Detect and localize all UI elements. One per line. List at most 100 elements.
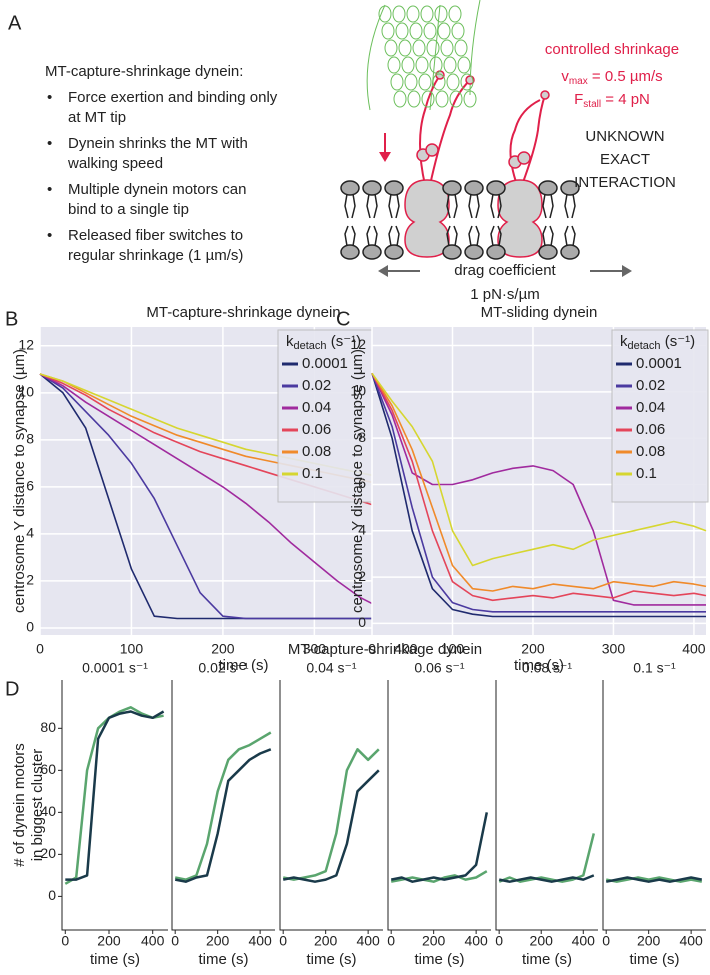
legend-label: 0.02 xyxy=(636,377,665,394)
lipid-head xyxy=(486,180,506,196)
y-tick-label: 0 xyxy=(358,614,366,630)
x-tick-label: 400 xyxy=(248,933,272,949)
y-tick-label: 2 xyxy=(358,568,366,584)
x-axis-label: time (s) xyxy=(199,951,249,968)
axis-line xyxy=(279,680,383,931)
y-tick-label: 10 xyxy=(350,383,366,399)
lipid-head xyxy=(464,180,484,196)
series-line xyxy=(605,876,703,883)
legend-title: kdetach (s⁻¹) xyxy=(620,333,695,352)
axis-line xyxy=(602,680,706,931)
x-tick-label: 0 xyxy=(387,933,395,949)
x-axis-label: time (s) xyxy=(522,951,572,968)
y-tick-label: 8 xyxy=(26,431,34,447)
x-tick-label: 0 xyxy=(279,933,287,949)
tubulin xyxy=(440,39,454,57)
legend-label: 0.04 xyxy=(636,399,665,416)
x-tick-label: 400 xyxy=(394,641,418,657)
text: = 4 pN xyxy=(601,91,650,108)
series-line xyxy=(371,372,706,606)
tubulin xyxy=(449,90,463,108)
lipid-tail xyxy=(344,193,356,247)
tubulin xyxy=(418,73,432,91)
x-tick-label: 200 xyxy=(206,933,230,949)
x-tick-label: 400 xyxy=(572,933,596,949)
lipid-head xyxy=(340,180,360,196)
y-tick-label: 8 xyxy=(358,429,366,445)
lipid-head xyxy=(464,244,484,260)
y-axis-label: centrosome Y distance to synapse (µm) xyxy=(11,349,28,613)
tubulin xyxy=(429,56,443,74)
tubulin xyxy=(398,39,412,57)
series-line xyxy=(174,731,272,881)
series-line xyxy=(498,833,596,883)
diagram-label: EXACT xyxy=(600,151,650,168)
panel-a-title: MT-capture-shrinkage dynein: xyxy=(45,63,243,80)
axis-line xyxy=(61,680,168,931)
tubulin xyxy=(409,22,423,40)
legend-label: 0.1 xyxy=(302,465,323,482)
diagram-label: Fstall = 4 pN xyxy=(574,91,650,110)
tubulin xyxy=(446,73,460,91)
lipid-tail xyxy=(490,193,502,247)
y-tick-label: 0 xyxy=(26,619,34,635)
unit: (s⁻¹) xyxy=(661,333,696,350)
series-line xyxy=(174,748,272,883)
panel-label: D xyxy=(5,678,19,700)
chart-title: MT-capture-shrinkage dynein xyxy=(146,304,340,321)
legend-label: 0.0001 xyxy=(302,355,348,372)
x-tick-label: 200 xyxy=(530,933,554,949)
x-tick-label: 300 xyxy=(602,641,626,657)
chart-title: 0.08 s⁻¹ xyxy=(522,660,573,676)
legend-label: 0.08 xyxy=(302,443,331,460)
tubulin xyxy=(448,5,462,23)
lipid-head xyxy=(486,244,506,260)
y-tick-label: 20 xyxy=(40,845,56,861)
chart-title: 0.04 s⁻¹ xyxy=(306,660,357,676)
x-tick-label: 400 xyxy=(679,933,703,949)
y-tick-label: 40 xyxy=(40,803,56,819)
lipid-head xyxy=(538,244,558,260)
series-line xyxy=(371,372,707,567)
series-line xyxy=(371,372,707,592)
lipid-tail xyxy=(446,193,458,247)
bullet-text: Force exertion and binding only xyxy=(68,89,278,106)
lipid-head xyxy=(538,180,558,196)
x-tick-label: 0 xyxy=(171,933,179,949)
chart-title: MT-sliding dynein xyxy=(481,304,598,321)
tubulin xyxy=(451,22,465,40)
text: = 0.5 µm/s xyxy=(588,68,663,85)
tubulin xyxy=(395,22,409,40)
tubulin xyxy=(457,56,471,74)
axis-line xyxy=(495,680,598,931)
legend-label: 0.08 xyxy=(636,443,665,460)
tubulin xyxy=(426,39,440,57)
bullet-text: Dynein shrinks the MT with xyxy=(68,135,248,152)
bullet-mark: • xyxy=(47,89,52,106)
y-tick-label: 6 xyxy=(358,475,366,491)
tubulin xyxy=(381,22,395,40)
x-tick-label: 400 xyxy=(141,933,165,949)
lipid-head xyxy=(560,244,580,260)
symbol: F xyxy=(574,91,583,108)
tubulin xyxy=(420,5,434,23)
x-tick-label: 200 xyxy=(314,933,338,949)
lipid-tail xyxy=(366,193,378,247)
tubulin xyxy=(463,90,477,108)
chart-title: 0.1 s⁻¹ xyxy=(633,660,676,676)
series-line xyxy=(371,372,707,602)
series-line xyxy=(390,812,489,883)
diagram-label: drag coefficient xyxy=(454,262,556,279)
diagram-label: controlled shrinkage xyxy=(545,41,679,58)
diagram-label: UNKNOWN xyxy=(585,128,664,145)
series-line xyxy=(65,710,165,881)
series-line xyxy=(64,706,164,885)
unit: (s⁻¹) xyxy=(327,333,362,350)
tubulin xyxy=(392,5,406,23)
x-tick-label: 100 xyxy=(120,641,144,657)
y-tick-label: 4 xyxy=(358,521,366,537)
panel-d-title: MT-capture-shrinkage dynein xyxy=(288,641,482,658)
y-tick-label: 2 xyxy=(26,572,34,588)
y-axis-label: centrosome Y distance to synapse (µm) xyxy=(349,349,366,613)
